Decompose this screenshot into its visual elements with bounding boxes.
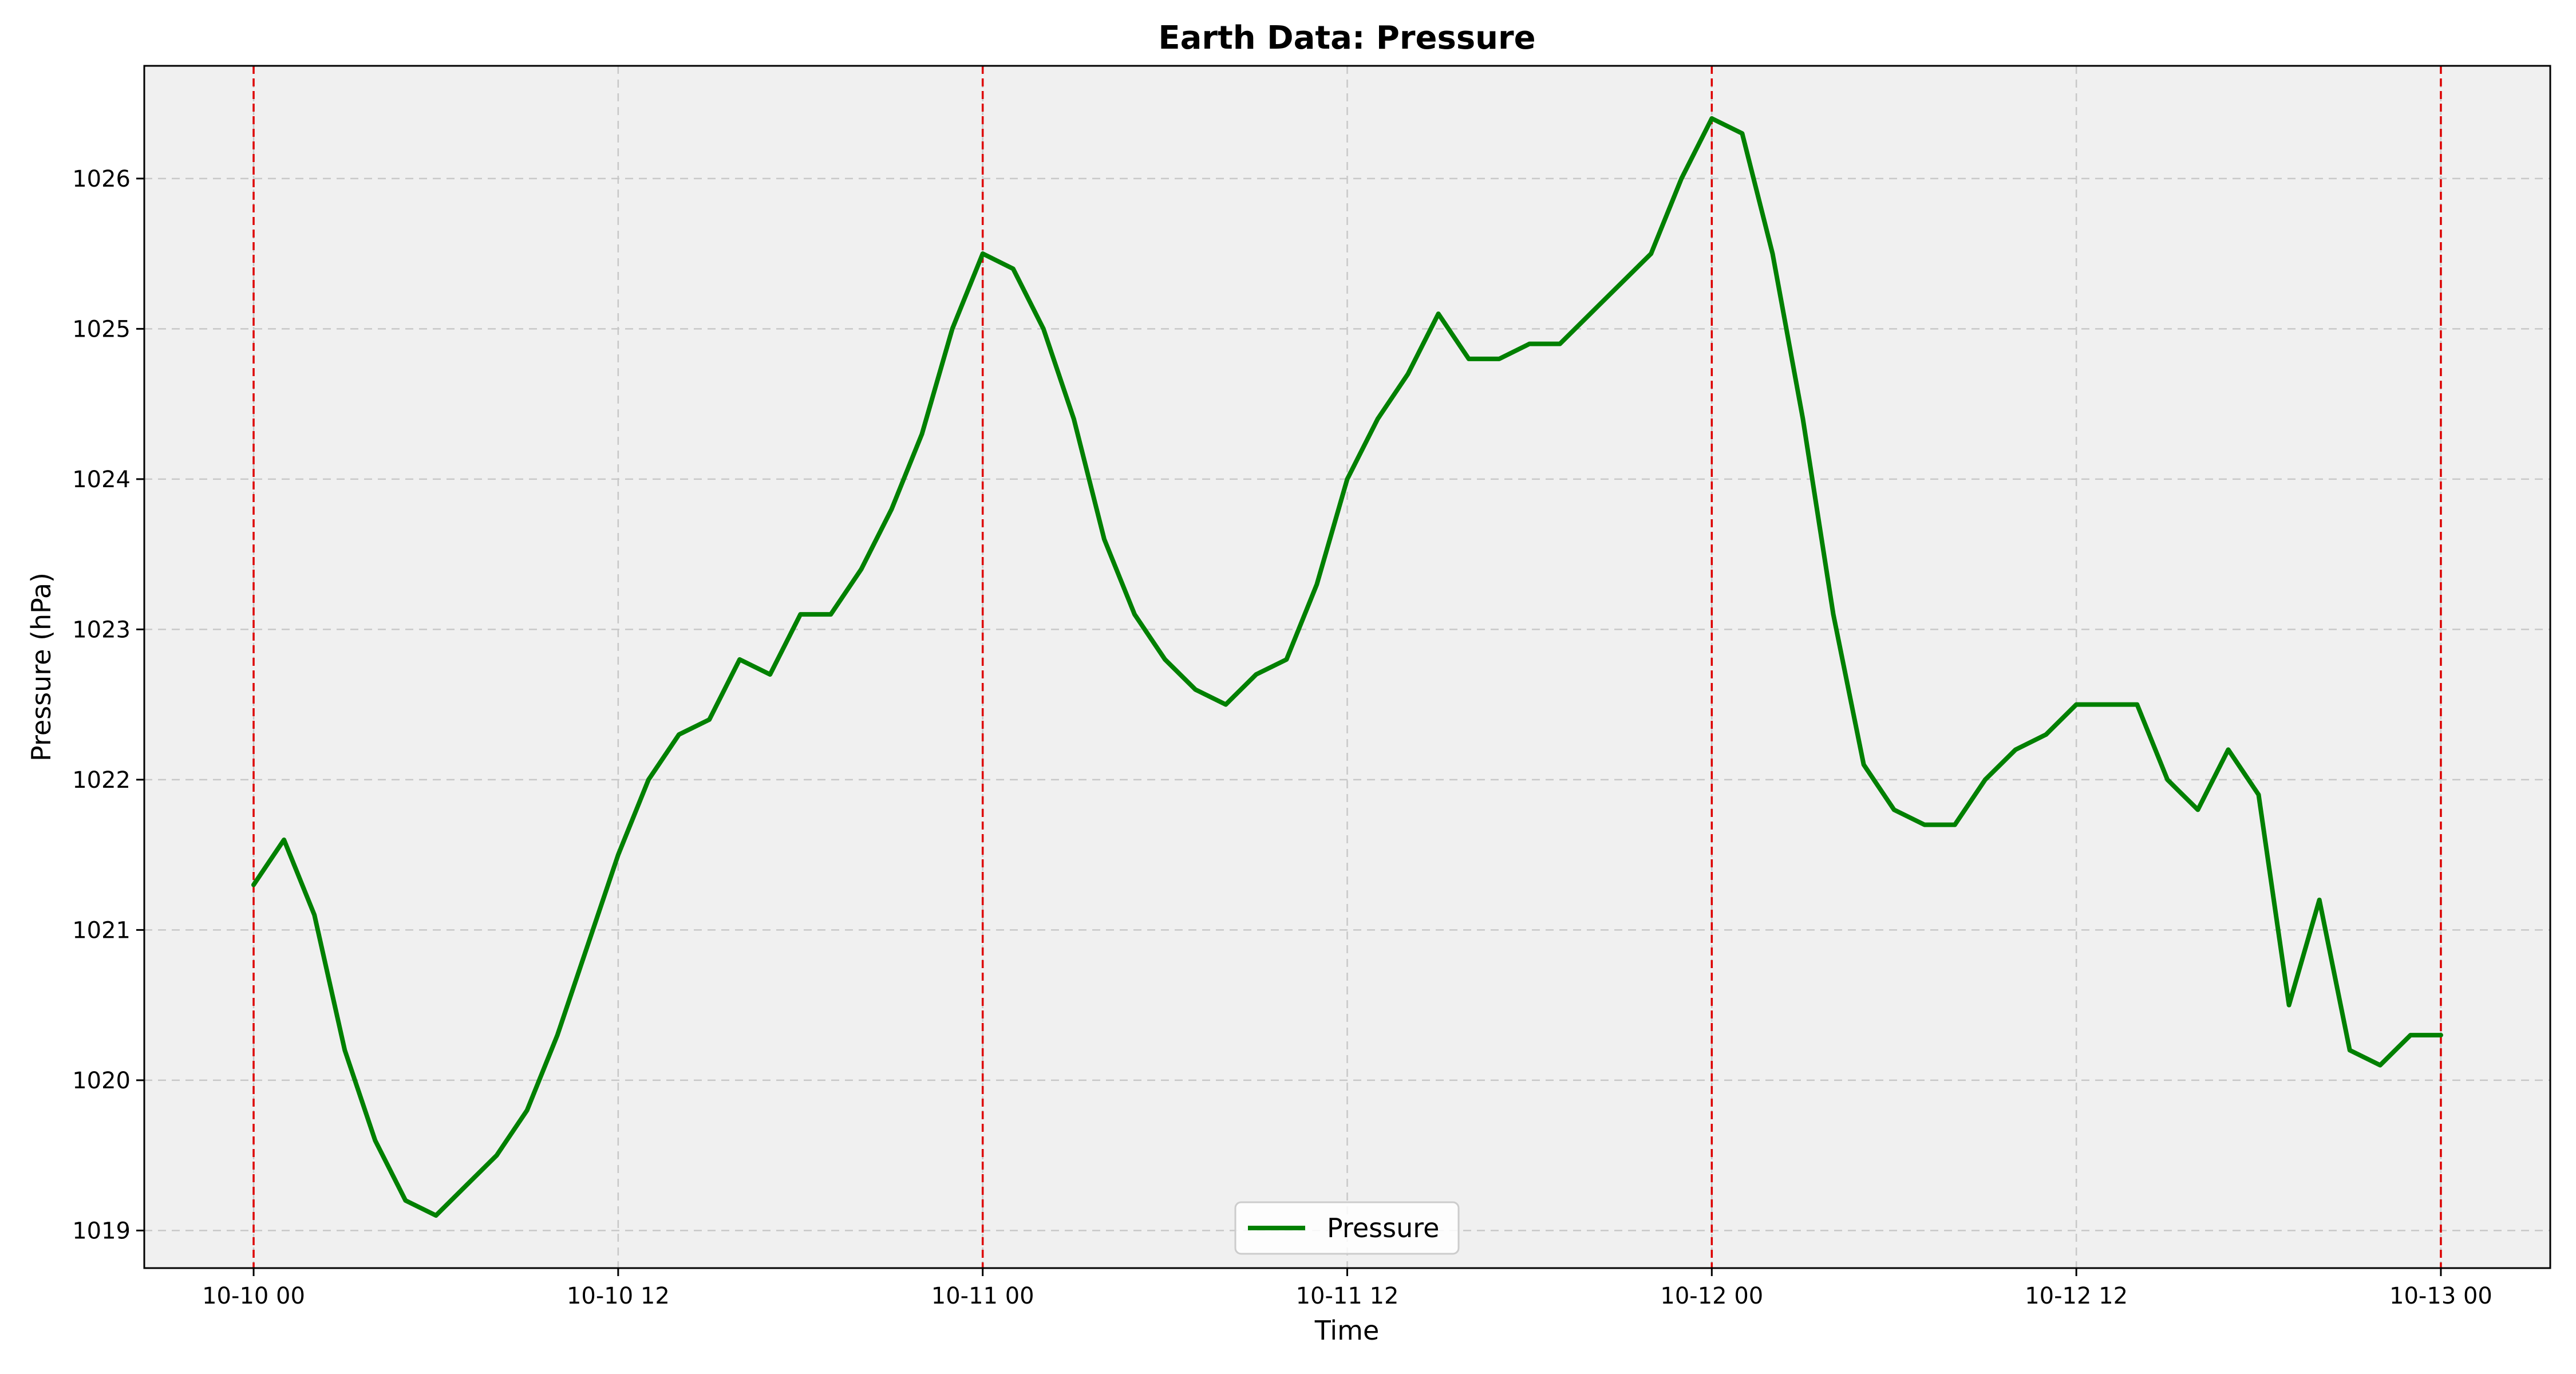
x-axis-label: Time xyxy=(1314,1315,1380,1346)
x-tick-label: 10-13 00 xyxy=(2389,1283,2492,1309)
y-tick-label: 1026 xyxy=(72,166,131,192)
legend-label-pressure: Pressure xyxy=(1327,1213,1439,1243)
y-axis-ticks: 1019 1020 1021 1022 1023 1024 1025 1026 xyxy=(72,166,144,1244)
y-tick-label: 1025 xyxy=(72,316,131,342)
y-tick-label: 1022 xyxy=(72,767,131,793)
y-tick-label: 1024 xyxy=(72,467,131,493)
pressure-series-line xyxy=(251,116,2443,1218)
y-tick-label: 1023 xyxy=(72,617,131,643)
chart-title: Earth Data: Pressure xyxy=(1158,19,1535,57)
y-tick-label: 1021 xyxy=(72,917,131,943)
x-tick-label: 10-10 00 xyxy=(202,1283,305,1309)
grid xyxy=(144,66,2550,1268)
x-tick-label: 10-11 12 xyxy=(1296,1283,1399,1309)
y-tick-label: 1019 xyxy=(72,1218,131,1244)
x-tick-label: 10-10 12 xyxy=(567,1283,670,1309)
legend: Pressure xyxy=(1234,1201,1460,1255)
y-tick-label: 1020 xyxy=(72,1068,131,1094)
x-tick-label: 10-12 12 xyxy=(2025,1283,2128,1309)
legend-box xyxy=(1234,1201,1460,1255)
y-axis-label: Pressure (hPa) xyxy=(26,572,57,761)
x-axis-ticks: 10-10 00 10-10 12 10-11 00 10-11 12 10-12 00… xyxy=(202,1268,2492,1309)
x-tick-label: 10-12 00 xyxy=(1660,1283,1763,1309)
x-tick-label: 10-11 00 xyxy=(931,1283,1034,1309)
day-markers xyxy=(252,66,2442,1268)
